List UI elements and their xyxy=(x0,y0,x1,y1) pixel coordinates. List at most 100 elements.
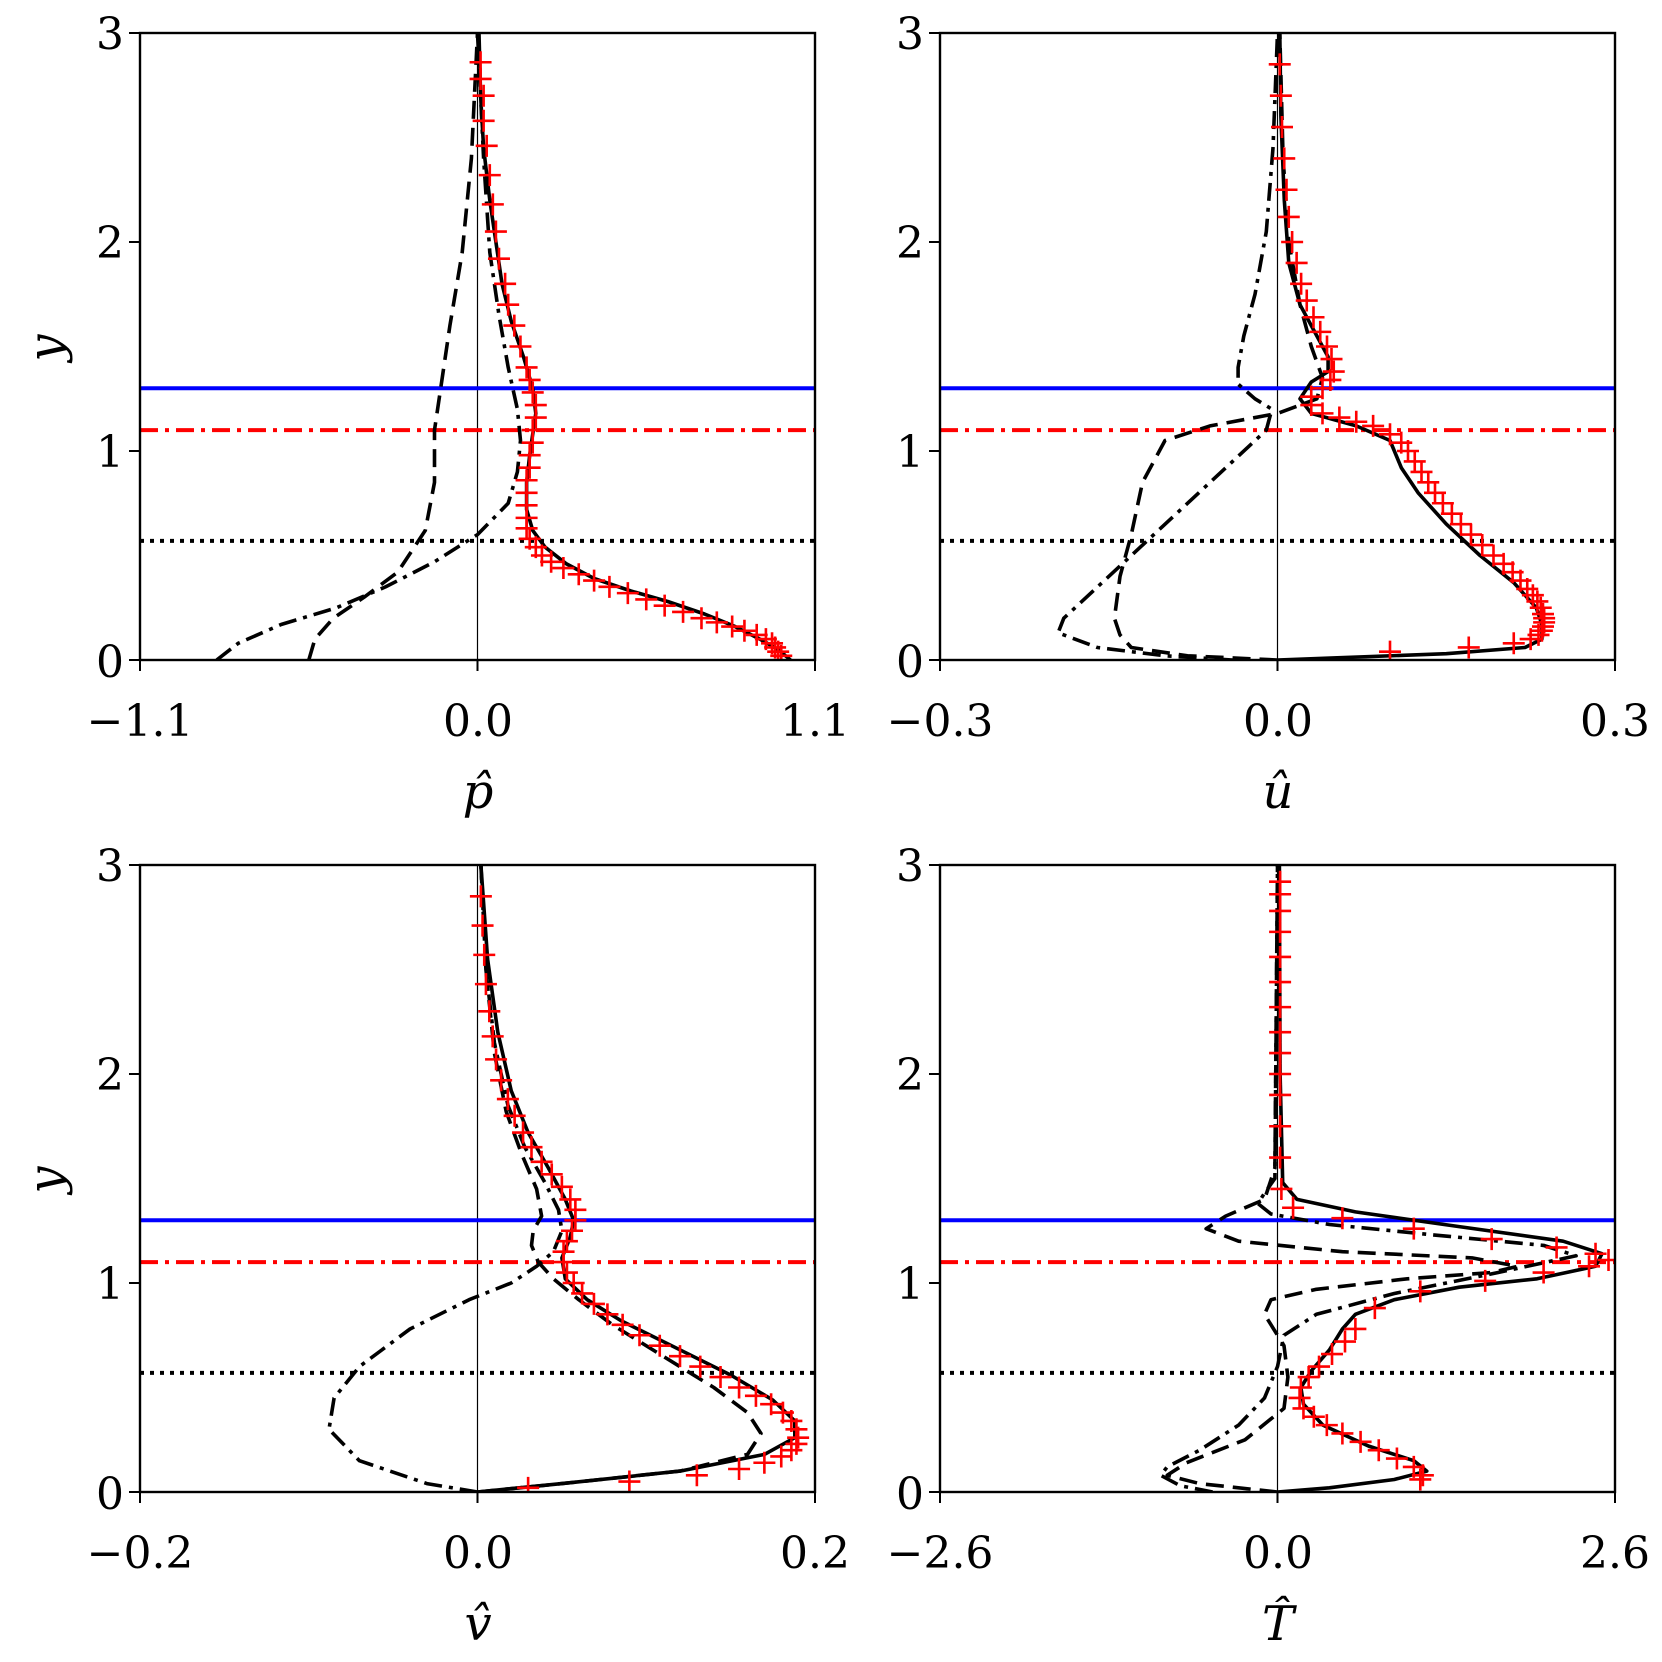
panel-3-marker-18 xyxy=(1409,1280,1432,1303)
panel-3-marker-2 xyxy=(1402,1455,1425,1478)
panel-1-series-dashdot xyxy=(1056,33,1280,660)
panel-1-marker-49 xyxy=(1273,147,1296,170)
panel-2-marker-28 xyxy=(555,1230,578,1253)
panel-0-marker-35 xyxy=(515,356,538,379)
panel-0-marker-26 xyxy=(515,469,538,492)
panel-p-hat-xtick-0: −1.1 xyxy=(87,696,194,747)
panel-0-marker-17 xyxy=(552,557,575,580)
panel-p-hat-ytick-2: 2 xyxy=(96,218,124,269)
panel-2-marker-17 xyxy=(669,1345,691,1368)
panel-3-marker-38 xyxy=(1269,945,1292,968)
panel-2-marker-31 xyxy=(564,1198,587,1221)
panel-3-marker-30 xyxy=(1269,1146,1292,1169)
panel-v-hat-xtick-0: −0.2 xyxy=(87,1528,194,1579)
panel-3-marker-9 xyxy=(1292,1397,1315,1420)
panel-2-marker-47 xyxy=(469,885,492,908)
panel-1-marker-33 xyxy=(1311,402,1334,425)
panel-2-marker-42 xyxy=(481,1025,504,1048)
panel-T-hat-ytick-3: 3 xyxy=(896,841,924,892)
panel-3-marker-14 xyxy=(1321,1343,1344,1366)
panel-2-marker-37 xyxy=(512,1121,535,1144)
panel-v-hat-ytick-0: 0 xyxy=(96,1469,124,1520)
panel-1-marker-1 xyxy=(1457,636,1480,659)
panel-1-marker-17 xyxy=(1482,544,1505,567)
panel-3-marker-24 xyxy=(1545,1236,1568,1259)
panel-v-hat-ytick-2: 2 xyxy=(96,1050,124,1101)
panel-1-marker-21 xyxy=(1440,502,1463,525)
panel-1-marker-19 xyxy=(1460,523,1482,546)
panel-p-hat-ylabel: y xyxy=(18,334,74,364)
panel-T-hat-xtick-1: 0.0 xyxy=(1243,1528,1313,1579)
panel-3-marker-15 xyxy=(1334,1330,1356,1353)
panel-2-marker-18 xyxy=(648,1334,671,1357)
panel-T-hat-xtick-2: 2.6 xyxy=(1580,1528,1650,1579)
panel-0-plot-area xyxy=(140,33,815,660)
panel-1-series-dashed xyxy=(1112,33,1325,660)
panel-2-marker-27 xyxy=(552,1240,575,1263)
panel-3-marker-35 xyxy=(1269,1021,1292,1044)
panel-1-marker-45 xyxy=(1285,251,1308,274)
panel-T-hat-ytick-2: 2 xyxy=(896,1050,924,1101)
panel-0-marker-11 xyxy=(653,594,676,617)
panel-3-marker-39 xyxy=(1269,920,1292,943)
panel-0-marker-6 xyxy=(733,619,756,642)
panel-2-marker-29 xyxy=(561,1219,583,1242)
panel-T-hat: −2.6 0.0 2.6 0 1 2 3 T̂ xyxy=(887,841,1650,1652)
panel-3-series-solid xyxy=(1277,865,1604,1492)
panel-T-hat-xtick-0: −2.6 xyxy=(887,1528,994,1579)
panel-3-series-dashdot xyxy=(1158,865,1578,1492)
panel-1-marker-47 xyxy=(1277,205,1300,228)
panel-1-marker-50 xyxy=(1271,116,1293,139)
panel-3-marker-28 xyxy=(1282,1196,1305,1219)
panel-3-marker-32 xyxy=(1269,1083,1292,1106)
panel-2-marker-15 xyxy=(709,1366,732,1389)
panel-v-hat-ylabel: y xyxy=(18,1166,74,1196)
panel-0-marker-48 xyxy=(469,51,492,74)
panel-0-marker-43 xyxy=(478,164,501,187)
panel-1-marker-2 xyxy=(1502,632,1525,655)
panel-0-marker-37 xyxy=(503,314,526,337)
panel-0-marker-9 xyxy=(690,607,713,630)
panel-2-marker-36 xyxy=(520,1136,543,1159)
panel-1-marker-44 xyxy=(1290,272,1313,295)
panel-1-plot-area xyxy=(940,33,1615,660)
panel-2-plot-area xyxy=(140,865,815,1492)
panel-u-hat-xtick-0: −0.3 xyxy=(887,696,994,747)
panel-p-hat-ytick-0: 0 xyxy=(96,637,124,688)
panel-3-marker-4 xyxy=(1367,1439,1390,1462)
panel-p-hat-xtick-2: 1.1 xyxy=(780,696,850,747)
panel-3-marker-34 xyxy=(1269,1042,1292,1065)
panel-p-hat-xtick-1: 0.0 xyxy=(443,696,513,747)
panel-0-marker-36 xyxy=(509,335,532,358)
panel-2-marker-12 xyxy=(760,1393,783,1416)
panel-u-hat-ytick-1: 1 xyxy=(896,427,924,478)
panel-v-hat: −0.2 0.0 0.2 0 1 2 3 v̂ y xyxy=(18,841,850,1652)
panel-u-hat-ytick-3: 3 xyxy=(896,9,924,60)
panel-0-marker-41 xyxy=(484,220,507,243)
panel-2-marker-20 xyxy=(611,1313,634,1336)
panel-0-series-dashed xyxy=(307,33,480,660)
panel-0-marker-14 xyxy=(598,575,621,598)
panel-T-hat-ytick-0: 0 xyxy=(896,1469,924,1520)
panel-2-marker-2 xyxy=(685,1464,708,1487)
panel-0-marker-44 xyxy=(475,134,498,157)
panel-1-marker-39 xyxy=(1320,348,1343,371)
panel-2-series-solid xyxy=(477,865,797,1492)
panel-1-marker-32 xyxy=(1328,406,1351,429)
panel-1-marker-51 xyxy=(1269,84,1292,107)
panel-2-marker-3 xyxy=(728,1458,751,1481)
panel-0-marker-32 xyxy=(524,394,547,417)
panel-0-marker-21 xyxy=(518,527,541,550)
panel-3-marker-6 xyxy=(1331,1422,1354,1445)
panel-0-marker-7 xyxy=(721,615,744,638)
panel-0-marker-10 xyxy=(672,600,695,623)
panel-v-hat-xtick-2: 0.2 xyxy=(780,1528,850,1579)
panel-2-marker-38 xyxy=(503,1104,526,1127)
panel-p-hat-ytick-3: 3 xyxy=(96,9,124,60)
panel-0-marker-40 xyxy=(487,247,510,270)
panel-3-series-dashed xyxy=(1165,865,1520,1492)
panel-1-marker-30 xyxy=(1362,414,1385,437)
panel-3-marker-21 xyxy=(1578,1255,1601,1278)
panel-3-marker-22 xyxy=(1597,1249,1615,1272)
panel-2-marker-13 xyxy=(744,1384,767,1407)
